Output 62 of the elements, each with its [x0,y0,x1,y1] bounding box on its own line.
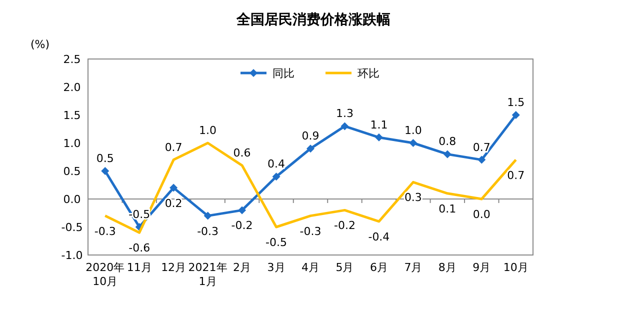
y-tick-label: 0.5 [63,165,81,178]
data-label: -0.4 [368,230,390,244]
data-label: 0.6 [233,146,251,160]
data-label: -0.2 [334,219,356,232]
legend-label: 同比 [272,67,294,80]
y-tick-label: 2.5 [63,53,81,66]
x-tick-label: 12月 [161,261,186,274]
x-tick-label: 5月 [336,261,354,274]
data-label: -0.5 [266,236,288,249]
y-tick-label: -0.5 [61,221,83,234]
x-tick-label: 8月 [438,261,456,274]
point [512,111,520,119]
x-tick-label: 6月 [370,261,388,274]
x-tick-label: 11月 [126,261,152,274]
point [443,150,452,158]
data-label: 0.5 [96,152,114,165]
data-label: 0.9 [302,130,320,143]
data-label: 1.5 [507,96,525,109]
y-axis-title: (%) [30,38,50,51]
data-label: 0.1 [438,202,456,216]
x-tick-label: 2020年 10月 [86,261,125,288]
data-label: 1.1 [370,118,388,132]
data-label: -0.3 [197,224,219,238]
legend-label: 环比 [358,67,380,80]
data-label: 1.0 [199,124,217,137]
x-tick-label: 9月 [472,261,491,274]
point [101,167,110,175]
data-label: 0.7 [164,140,182,154]
point [204,212,212,220]
chart-title: 全国居民消费价格涨跌幅 [236,12,390,28]
data-label: 1.3 [336,107,354,120]
point [272,172,280,181]
data-label: 0.0 [472,208,490,221]
x-tick-label: 2月 [233,261,252,274]
data-label: 0.4 [268,158,286,171]
data-label: 1.0 [404,124,422,137]
point [374,133,383,142]
x-tick-label: 7月 [404,261,422,274]
point [238,206,246,214]
data-label: 0.8 [438,135,456,148]
data-label: 0.2 [164,196,182,210]
data-label: -0.6 [128,242,150,255]
x-tick-label: 2021年 1月 [188,261,228,288]
data-label: -0.2 [231,219,253,232]
y-tick-label: 0.0 [63,193,81,206]
point [306,144,314,153]
y-tick-label: 1.5 [63,109,81,122]
data-label: -0.3 [300,224,322,238]
data-label: 0.7 [507,168,525,182]
y-tick-label: 1.0 [63,137,81,150]
data-label: -0.3 [94,224,116,238]
point [170,184,178,192]
data-label: 0.3 [404,191,422,204]
y-tick-label: 2.0 [63,81,81,94]
x-tick-label: 4月 [302,261,320,274]
x-tick-label: 3月 [267,261,286,274]
point [478,156,486,164]
data-label: 0.7 [472,140,490,154]
x-tick-label: 10月 [503,261,528,274]
point [340,122,349,130]
point [409,139,418,147]
y-tick-label: -1.0 [61,249,83,262]
